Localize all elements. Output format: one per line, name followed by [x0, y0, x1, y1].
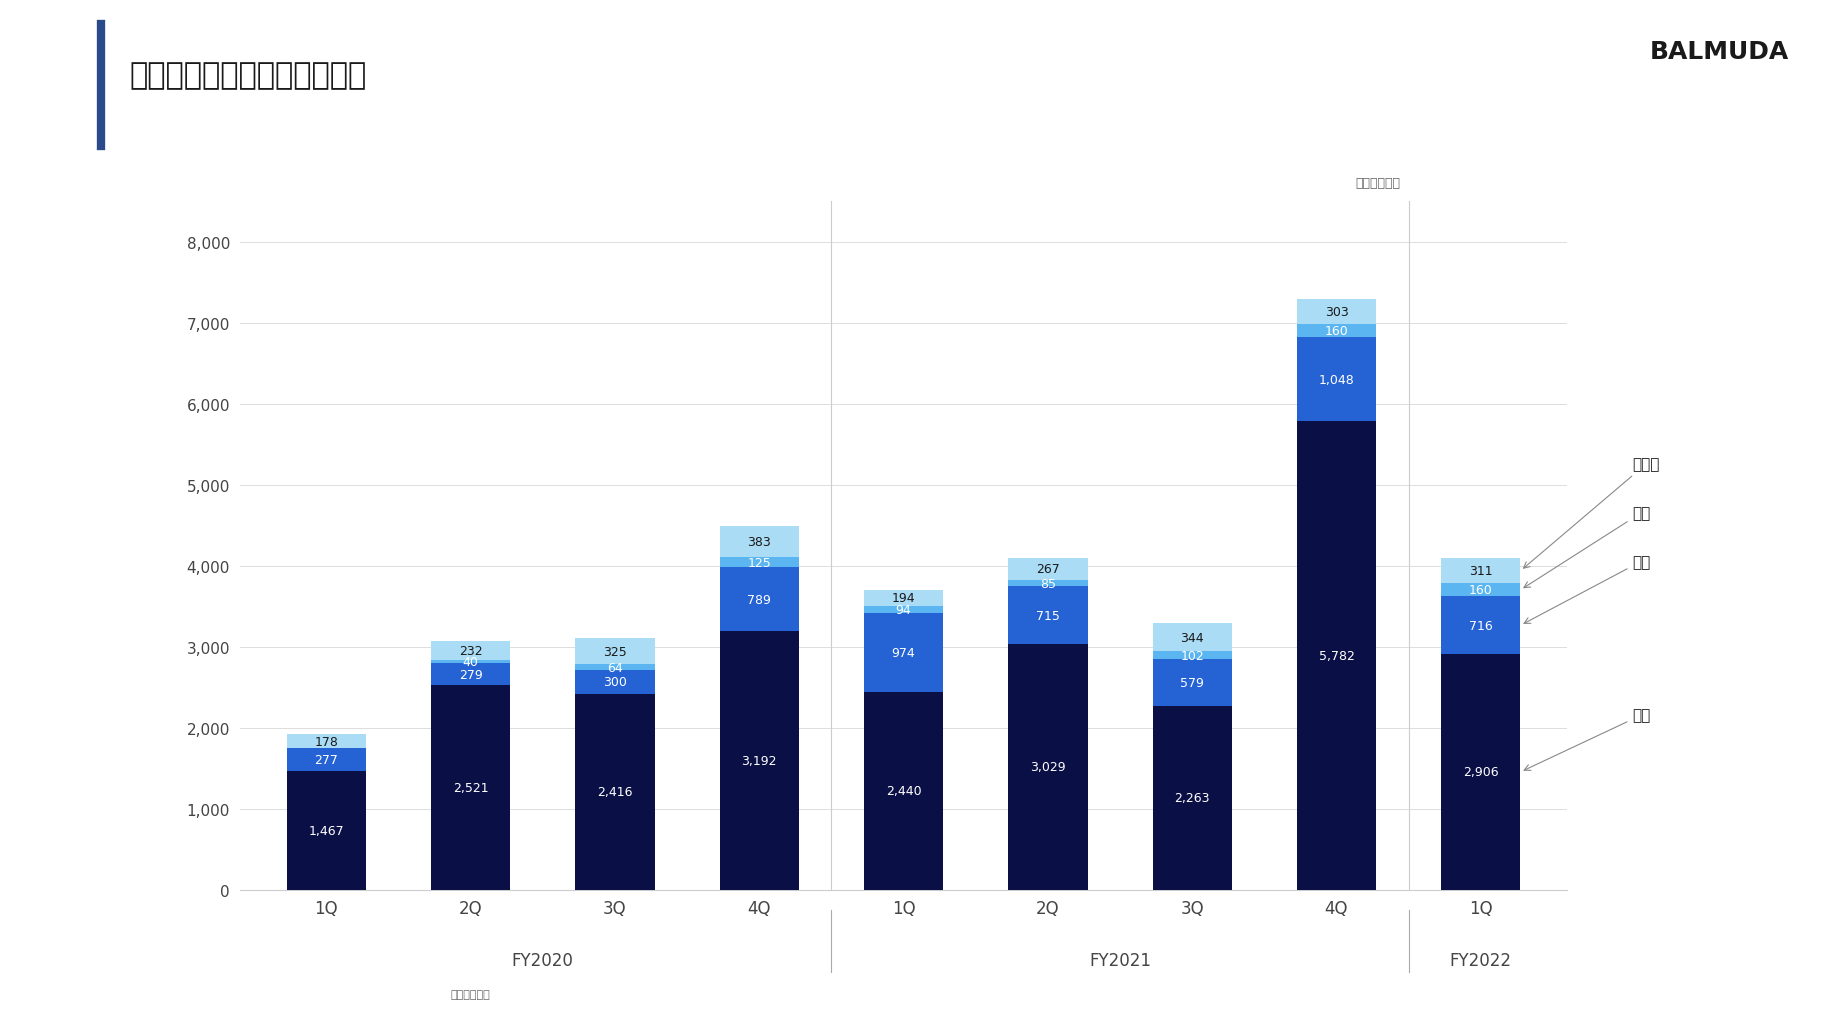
Text: 1,467: 1,467: [308, 824, 345, 837]
Text: 単位：百万円: 単位：百万円: [1355, 177, 1400, 190]
Bar: [431, 641, 511, 660]
Bar: [575, 639, 655, 665]
Bar: [1152, 624, 1232, 651]
Bar: [1296, 300, 1376, 325]
Text: 5,782: 5,782: [1318, 649, 1355, 662]
Text: 2,906: 2,906: [1462, 765, 1499, 778]
Text: 277: 277: [313, 753, 337, 766]
Text: 974: 974: [892, 646, 915, 659]
Text: 579: 579: [1180, 676, 1204, 690]
Bar: [575, 670, 655, 695]
Text: 715: 715: [1036, 610, 1060, 623]
Text: 279: 279: [459, 668, 483, 681]
Bar: [863, 614, 944, 693]
Text: 383: 383: [747, 536, 771, 549]
Bar: [431, 660, 511, 663]
Bar: [863, 606, 944, 614]
Bar: [286, 748, 365, 771]
Text: 94: 94: [896, 604, 911, 617]
Text: 85: 85: [1040, 577, 1057, 590]
Text: 325: 325: [603, 645, 627, 658]
Text: 地域カテゴリー別売上高推移: 地域カテゴリー別売上高推移: [129, 61, 367, 90]
Text: 40: 40: [463, 655, 479, 668]
Text: 789: 789: [747, 593, 771, 607]
Text: 2,416: 2,416: [597, 786, 632, 799]
Text: 311: 311: [1470, 565, 1492, 577]
Text: 300: 300: [603, 675, 627, 688]
Bar: [1296, 325, 1376, 338]
Bar: [1152, 651, 1232, 660]
Bar: [575, 695, 655, 890]
Bar: [575, 665, 655, 670]
Text: 2,521: 2,521: [454, 782, 489, 795]
Text: 3,192: 3,192: [741, 754, 776, 767]
Bar: [1296, 338, 1376, 422]
Text: 102: 102: [1180, 649, 1204, 662]
Bar: [719, 568, 798, 632]
Text: 194: 194: [892, 591, 915, 605]
Text: 125: 125: [747, 556, 771, 569]
Text: 160: 160: [1470, 583, 1492, 596]
Text: 2,440: 2,440: [885, 785, 922, 798]
Bar: [719, 527, 798, 558]
Bar: [1009, 558, 1088, 580]
Bar: [286, 771, 365, 890]
Bar: [1009, 586, 1088, 645]
Text: 344: 344: [1180, 631, 1204, 644]
Bar: [431, 663, 511, 685]
Bar: [863, 693, 944, 890]
Text: 北米: 北米: [1523, 506, 1650, 588]
Text: 2,263: 2,263: [1175, 792, 1210, 805]
Text: 北米販売開始: 北米販売開始: [450, 990, 491, 999]
Bar: [1152, 660, 1232, 707]
Bar: [1009, 580, 1088, 586]
Bar: [1152, 707, 1232, 890]
Bar: [286, 734, 365, 748]
Bar: [719, 632, 798, 890]
Text: FY2022: FY2022: [1449, 951, 1512, 970]
Bar: [1442, 596, 1521, 655]
Text: 178: 178: [313, 735, 337, 748]
Bar: [1442, 583, 1521, 596]
Bar: [863, 590, 944, 606]
Text: 160: 160: [1324, 325, 1348, 338]
Text: 1,048: 1,048: [1318, 373, 1353, 386]
Text: 64: 64: [607, 661, 623, 674]
Bar: [1009, 645, 1088, 890]
Text: 韓国: 韓国: [1523, 554, 1650, 624]
Text: FY2020: FY2020: [513, 951, 573, 970]
Text: BALMUDA: BALMUDA: [1649, 40, 1789, 65]
Bar: [1442, 559, 1521, 583]
Bar: [431, 685, 511, 890]
Text: 日本: 日本: [1525, 708, 1650, 770]
Text: 3,029: 3,029: [1031, 760, 1066, 773]
Bar: [1296, 422, 1376, 890]
Bar: [1442, 655, 1521, 890]
Text: その他: その他: [1523, 457, 1660, 568]
Text: 267: 267: [1036, 563, 1060, 575]
Text: 232: 232: [459, 644, 483, 657]
Text: FY2021: FY2021: [1090, 951, 1151, 970]
Text: 716: 716: [1470, 619, 1492, 632]
Bar: [719, 558, 798, 568]
Text: 303: 303: [1324, 305, 1348, 318]
